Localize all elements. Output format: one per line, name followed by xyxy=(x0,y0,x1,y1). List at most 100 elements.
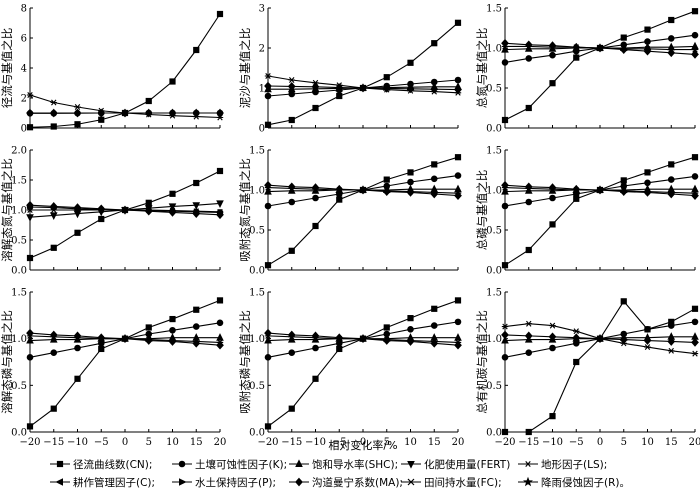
data-point xyxy=(287,186,296,194)
data-point xyxy=(382,82,391,91)
data-point xyxy=(288,116,295,124)
data-point xyxy=(169,190,176,197)
y-tick-label: 1.5 xyxy=(11,176,27,187)
y-tick-label: 2 xyxy=(259,44,265,55)
y-tick-label: 0.0 xyxy=(11,428,27,439)
data-point xyxy=(596,334,604,342)
y-tick-label: 0.5 xyxy=(11,381,27,392)
data-point xyxy=(216,333,224,341)
data-point xyxy=(549,413,556,420)
data-point xyxy=(121,207,129,213)
data-point xyxy=(406,82,415,91)
data-point xyxy=(668,16,675,24)
y-tick-label: 1.0 xyxy=(249,186,265,197)
series-line xyxy=(29,299,221,427)
legend-label: 降雨侵蚀因子(R)。 xyxy=(541,476,630,489)
legend-marker xyxy=(179,478,187,486)
data-point xyxy=(73,334,82,343)
data-point xyxy=(620,45,627,52)
data-point xyxy=(667,184,676,193)
series-triangle xyxy=(501,332,699,344)
y-tick-label: 1.5 xyxy=(486,4,502,15)
data-point xyxy=(169,326,176,334)
data-point xyxy=(264,262,272,269)
data-point xyxy=(121,108,129,118)
series-line xyxy=(505,300,696,433)
data-point xyxy=(596,185,604,193)
legend-marker xyxy=(295,459,303,467)
series-square xyxy=(264,154,462,269)
data-point xyxy=(691,350,699,357)
legend-label: 水土保持因子(P); xyxy=(195,476,276,489)
legend-marker xyxy=(55,478,63,486)
y-tick-label: 0.5 xyxy=(249,381,265,392)
data-point xyxy=(169,315,176,323)
data-point xyxy=(192,338,201,348)
series-circle xyxy=(26,319,224,361)
data-point xyxy=(668,46,675,53)
data-point xyxy=(49,108,58,118)
legend: 径流曲线数(CN); 土壤可蚀性因子(K); 饱和导水率(SHC); 化肥使用量(FE… xyxy=(50,458,630,489)
data-point xyxy=(288,247,295,254)
data-point xyxy=(454,333,462,341)
data-point xyxy=(145,97,152,105)
data-point xyxy=(691,191,699,200)
data-point xyxy=(573,358,580,366)
series-square xyxy=(501,154,699,269)
data-point xyxy=(383,176,390,183)
data-point xyxy=(691,332,699,340)
data-point xyxy=(193,306,200,313)
data-point xyxy=(668,161,675,168)
data-point xyxy=(74,121,81,128)
legend-label: 化肥使用量(FERT) xyxy=(424,458,510,471)
data-point xyxy=(454,184,462,193)
data-point xyxy=(98,345,105,353)
y-tick-label: 1.5 xyxy=(249,288,265,299)
data-point xyxy=(549,51,556,59)
legend-marker xyxy=(295,477,303,487)
series-square xyxy=(264,19,462,128)
data-point xyxy=(49,212,58,221)
legend-item: 地形因子(LS); xyxy=(518,458,607,471)
data-point xyxy=(264,186,272,195)
data-point xyxy=(406,184,415,193)
data-point xyxy=(407,315,414,322)
data-point xyxy=(524,186,533,194)
series-diamond xyxy=(26,108,224,118)
data-point xyxy=(216,167,224,175)
data-point xyxy=(549,322,556,329)
y-tick-label: 0.5 xyxy=(249,226,265,237)
data-point xyxy=(524,334,533,343)
series-square xyxy=(501,298,699,436)
legend-label: 沟道曼宁系数(MA); xyxy=(312,476,403,489)
x-tick-label: −20 xyxy=(257,437,278,448)
data-point xyxy=(335,185,344,193)
data-point xyxy=(454,318,462,326)
y-axis-label: 泥沙与基值之比 xyxy=(238,28,252,109)
x-tick-label: −20 xyxy=(494,437,515,448)
series-line xyxy=(267,156,459,266)
chart-panel-9: 0.0 0.5 1.0 1.5 −20 −15 −10 −5 0 5 10 15 20 总有机碳与基值之比 xyxy=(475,288,700,449)
data-point xyxy=(216,208,224,215)
data-point xyxy=(644,45,651,52)
data-point xyxy=(454,19,462,26)
y-tick-label: 1.0 xyxy=(486,334,502,345)
data-point xyxy=(168,203,177,212)
x-tick-label: 0 xyxy=(597,437,603,448)
legend-item: 化肥使用量(FERT) xyxy=(401,458,510,471)
data-point xyxy=(144,334,153,342)
x-tick-label: 5 xyxy=(146,437,152,448)
legend-item: 饱和导水率(SHC); xyxy=(289,458,398,471)
data-point xyxy=(193,179,200,187)
data-point xyxy=(572,334,581,342)
data-point xyxy=(26,214,34,222)
data-point xyxy=(264,73,272,79)
legend-item: 水土保持因子(P); xyxy=(172,476,276,489)
data-point xyxy=(311,84,320,92)
y-tick-label: 6 xyxy=(21,34,27,45)
y-tick-label: 0.0 xyxy=(486,266,502,277)
y-tick-label: 8 xyxy=(21,4,27,15)
y-tick-label: 0.5 xyxy=(486,381,502,392)
data-point xyxy=(312,222,319,230)
